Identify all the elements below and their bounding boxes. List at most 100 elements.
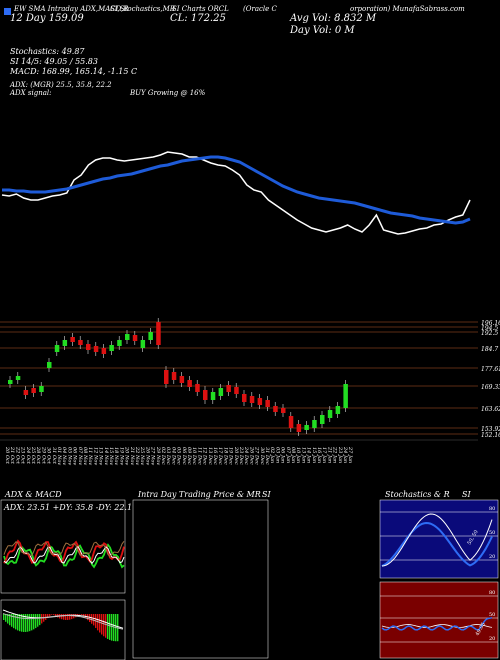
candle-body (132, 335, 138, 341)
macd-histogram-bar (93, 614, 95, 626)
candle-body (257, 398, 263, 405)
macd-histogram-bar (55, 614, 57, 617)
date-tick-label: 27 Jan (347, 446, 353, 463)
date-tick-label: 02 Dec (160, 447, 166, 465)
price-level-label: 163.62 (481, 406, 500, 413)
date-tick-label: 12 Dec (202, 447, 208, 465)
date-tick-label: 19 Nov (118, 447, 124, 465)
date-tick-label: 31 Dec (264, 447, 270, 465)
header-title-right: SI Charts ORCL (172, 5, 229, 13)
candle-body (327, 410, 333, 418)
adx-panel-title: ADX & MACD (5, 490, 62, 499)
macd-histogram-bar (33, 614, 35, 630)
macd-histogram-bar (99, 614, 101, 633)
macd-histogram-bar (23, 614, 25, 632)
date-tick-label: 01 Nov (56, 447, 62, 465)
candle-body (210, 392, 216, 400)
macd-value: MACD: 168.99, 165.14, -1.15 C (10, 67, 138, 76)
header-day-line: 12 Day 159.09 (10, 13, 84, 24)
price-level-label: 192.5 (481, 330, 498, 337)
date-tick-label: 15 Jan (311, 447, 317, 463)
header-title-mid: SI,Stochastics,MR (110, 5, 176, 13)
candle-body (335, 406, 341, 414)
candle-body (171, 372, 177, 380)
date-tick-label: 25 Oct (30, 446, 36, 465)
candle-body (226, 385, 231, 392)
date-tick-label: 22 Nov (134, 446, 140, 465)
date-tick-label: 14 Nov (103, 447, 109, 465)
macd-histogram-bar (65, 614, 67, 620)
date-tick-label: 17 Dec (217, 447, 223, 465)
date-tick-label: 23 Oct (20, 446, 26, 465)
macd-histogram-bar (19, 614, 21, 632)
stochastics-level-label: 20 (489, 554, 495, 560)
price-level-label: 152.16 (481, 432, 500, 439)
date-tick-label: 26 Nov (144, 446, 150, 465)
date-tick-label: 16 Dec (212, 447, 218, 465)
date-tick-label: 18 Nov (113, 447, 119, 465)
date-tick-label: 19 Dec (228, 447, 234, 465)
adx-series-line (3, 545, 125, 565)
price-line (1, 151, 471, 235)
date-tick-label: 29 Oct (40, 446, 46, 465)
macd-histogram-bar (107, 614, 109, 639)
macd-histogram-bar (103, 614, 105, 637)
macd-histogram-bar (113, 614, 115, 642)
avg-volume: Avg Vol: 8.832 M (290, 13, 377, 24)
date-tick-label: 08 Jan (290, 447, 296, 463)
candle-body (320, 415, 325, 424)
macd-histogram-bar (67, 614, 69, 620)
date-tick-label: 18 Dec (222, 447, 228, 465)
date-tick-label: 21 Jan (326, 446, 332, 463)
macd-histogram-bar (81, 614, 83, 615)
date-tick-label: 11 Nov (87, 447, 93, 465)
date-tick-label: 20 Oct (4, 446, 10, 465)
macd-histogram-bar (29, 614, 31, 632)
candle-body (125, 334, 130, 340)
date-tick-label: 22 Oct (14, 446, 20, 465)
price-level-label: 177.61 (481, 366, 500, 373)
stochastics-level-label: 80 (489, 506, 495, 512)
candle-body (31, 388, 36, 393)
date-tick-label: 03 Jan (274, 447, 280, 463)
date-tick-label: 12 Nov (92, 447, 98, 465)
date-tick-label: 16 Jan (316, 447, 322, 463)
date-tick-label: 15 Nov (108, 447, 114, 465)
macd-histogram-bar (37, 614, 39, 627)
date-tick-label: 25 Nov (139, 446, 145, 465)
date-tick-label: 13 Nov (98, 447, 104, 465)
stochastics-level-label: 50 (489, 530, 495, 536)
rsi-level-label: 80 (489, 590, 495, 596)
rsi-avg-line (381, 624, 493, 628)
candle-body (15, 376, 21, 380)
legend-square-icon (4, 8, 11, 15)
candle-body (242, 394, 247, 402)
intra-panel-title: Intra Day Trading Price & MR (138, 490, 261, 499)
candle-body (273, 406, 278, 412)
date-tick-label: 06 Dec (181, 447, 187, 465)
candle-body (281, 408, 286, 413)
adx-signal-label: ADX signal: (10, 89, 52, 97)
stochastics-d-line (381, 521, 493, 567)
macd-histogram-bar (3, 614, 5, 620)
stoch-panel-si: SI (462, 490, 471, 499)
macd-histogram-bar (83, 614, 85, 617)
adx-label: ADX: (MGR) 25.5, 35.8, 22.2 (10, 81, 112, 89)
candle-body (93, 346, 99, 352)
adx-series-line (3, 541, 125, 558)
macd-histogram-bar (91, 614, 93, 624)
date-tick-label: 17 Jan (321, 447, 327, 463)
rsi-panel-frame (379, 581, 499, 659)
date-tick-label: 04 Nov (61, 447, 67, 465)
macd-histogram-bar (25, 614, 27, 632)
candle-body (101, 348, 107, 354)
date-tick-label: 24 Oct (25, 446, 31, 465)
date-tick-label: 23 Dec (238, 446, 244, 465)
candle-body (140, 340, 146, 348)
date-tick-label: 13 Dec (207, 447, 213, 465)
date-tick-label: 27 Nov (150, 446, 156, 465)
header-company: (Oracle C (243, 5, 277, 13)
macd-histogram-bar (71, 614, 73, 620)
candle-body (47, 362, 52, 368)
date-tick-label: 02 Jan (269, 447, 275, 463)
